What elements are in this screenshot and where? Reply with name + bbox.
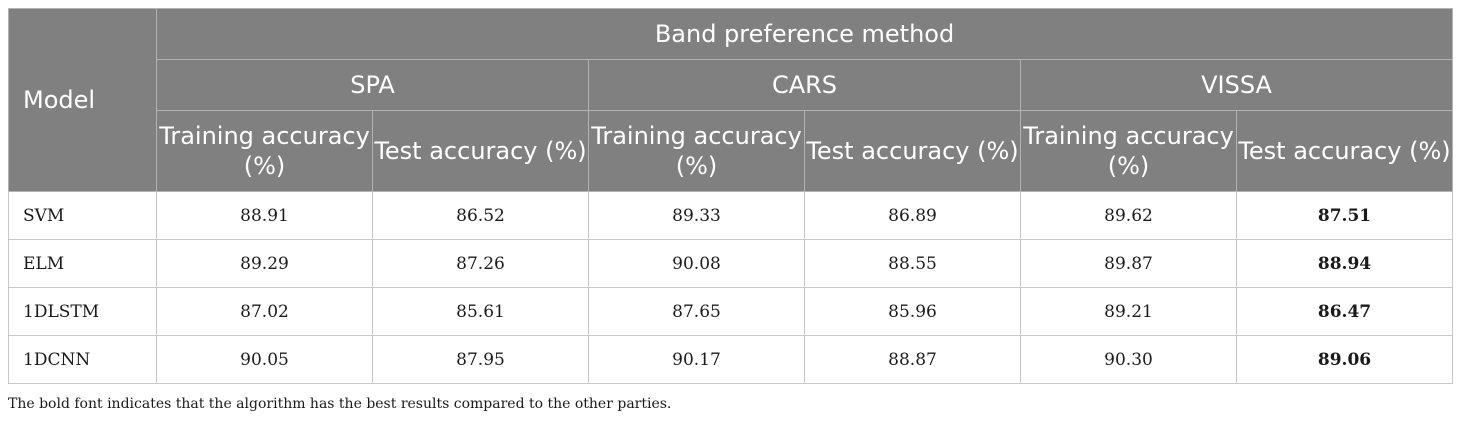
value-cell: 89.87 — [1020, 239, 1237, 288]
header-row-metrics: Training accuracy (%) Test accuracy (%) … — [9, 110, 1454, 192]
value-cell: 88.91 — [156, 191, 373, 240]
results-table: Model Band preference method SPA CARS VI… — [8, 8, 1454, 384]
value-cell: 89.29 — [156, 239, 373, 288]
value-cell: 90.05 — [156, 335, 373, 384]
header-row-methods: SPA CARS VISSA — [9, 59, 1454, 111]
model-column-header: Model — [8, 8, 157, 192]
value-cell: 89.62 — [1020, 191, 1237, 240]
table-row: 1DLSTM 87.02 85.61 87.65 85.96 89.21 86.… — [8, 287, 1454, 336]
value-cell: 90.17 — [588, 335, 805, 384]
value-cell: 87.65 — [588, 287, 805, 336]
model-name-cell: 1DCNN — [8, 335, 157, 384]
best-value-cell: 86.47 — [1235, 287, 1454, 336]
value-cell: 89.33 — [588, 191, 805, 240]
value-cell: 89.21 — [1020, 287, 1237, 336]
table-row: ELM 89.29 87.26 90.08 88.55 89.87 88.94 — [8, 239, 1454, 288]
metric-header: Test accuracy (%) — [804, 110, 1021, 192]
results-table-container: Model Band preference method SPA CARS VI… — [8, 8, 1454, 384]
value-cell: 86.89 — [804, 191, 1021, 240]
header-row-group: Model Band preference method — [8, 8, 1454, 192]
best-value-cell: 87.51 — [1235, 191, 1454, 240]
value-cell: 87.26 — [372, 239, 589, 288]
metric-header: Training accuracy (%) — [588, 110, 805, 192]
value-cell: 90.30 — [1020, 335, 1237, 384]
method-header-cars: CARS — [588, 59, 1021, 111]
value-cell: 90.08 — [588, 239, 805, 288]
metric-header: Test accuracy (%) — [372, 110, 589, 192]
metric-header: Training accuracy (%) — [156, 110, 373, 192]
value-cell: 87.02 — [156, 287, 373, 336]
value-cell: 85.61 — [372, 287, 589, 336]
value-cell: 87.95 — [372, 335, 589, 384]
value-cell: 88.55 — [804, 239, 1021, 288]
value-cell: 88.87 — [804, 335, 1021, 384]
best-value-cell: 89.06 — [1235, 335, 1454, 384]
model-name-cell: 1DLSTM — [8, 287, 157, 336]
table-row: SVM 88.91 86.52 89.33 86.89 89.62 87.51 — [8, 191, 1454, 240]
value-cell: 86.52 — [372, 191, 589, 240]
metric-header: Test accuracy (%) — [1235, 110, 1454, 192]
value-cell: 85.96 — [804, 287, 1021, 336]
table-body: SVM 88.91 86.52 89.33 86.89 89.62 87.51 … — [8, 191, 1454, 384]
best-value-cell: 88.94 — [1235, 239, 1454, 288]
model-name-cell: SVM — [8, 191, 157, 240]
model-name-cell: ELM — [8, 239, 157, 288]
table-footnote: The bold font indicates that the algorit… — [8, 396, 672, 412]
table-header: Model Band preference method SPA CARS VI… — [8, 8, 1454, 192]
method-header-vissa: VISSA — [1019, 59, 1454, 111]
method-header-spa: SPA — [156, 59, 589, 111]
table-row: 1DCNN 90.05 87.95 90.17 88.87 90.30 89.0… — [8, 335, 1454, 384]
metric-header: Training accuracy (%) — [1020, 110, 1237, 192]
band-preference-header: Band preference method — [155, 8, 1454, 60]
